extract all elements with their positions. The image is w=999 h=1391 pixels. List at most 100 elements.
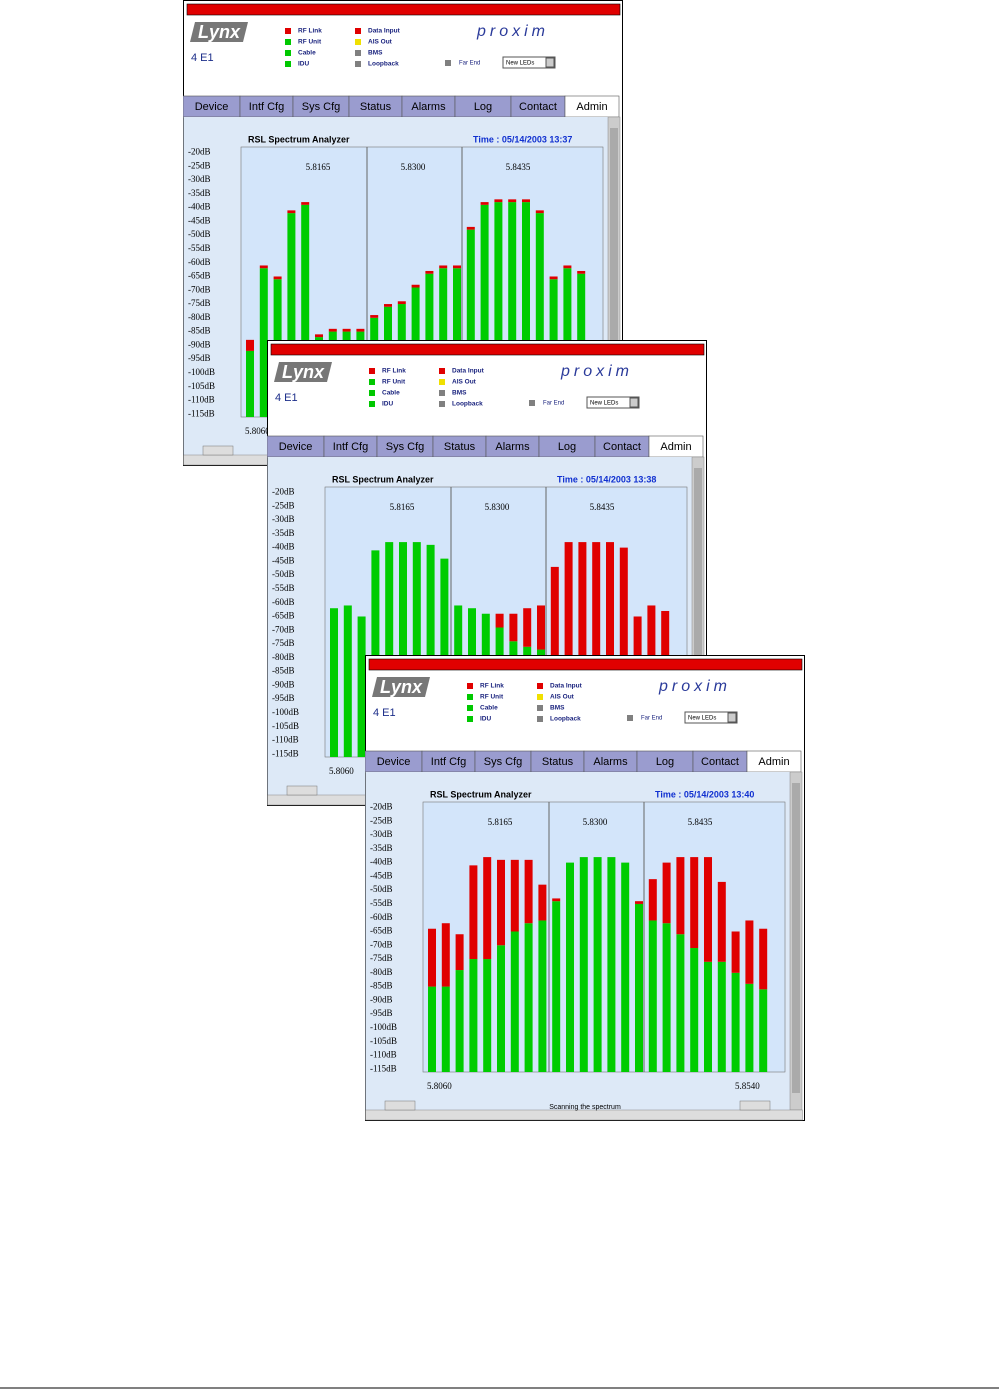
y-tick-label: -65dB [370, 926, 393, 936]
rsl-bar [385, 542, 394, 757]
rsl-bar [704, 961, 712, 1072]
select-box[interactable] [502, 56, 556, 69]
led [285, 39, 291, 45]
led-label: Loopback [368, 61, 399, 68]
led [285, 61, 291, 67]
v-scroll-thumb[interactable] [610, 128, 618, 438]
select-arrow[interactable] [727, 712, 737, 723]
y-tick-label: -25dB [188, 160, 211, 170]
peak-bar [273, 276, 282, 280]
far-end-led [627, 715, 633, 721]
band-label: 5.8435 [688, 817, 713, 827]
select-text[interactable]: New LEDs [506, 61, 534, 67]
led-label: AIS Out [368, 39, 393, 46]
tab-label[interactable]: Device [377, 756, 411, 768]
tab-label[interactable]: Status [360, 101, 392, 113]
peak-bar [661, 610, 670, 675]
peak-bar [480, 202, 489, 205]
tab-label[interactable]: Device [195, 101, 229, 113]
led [467, 716, 473, 722]
x-start-label: 5.8060 [329, 766, 354, 776]
brand: Lynx [198, 22, 241, 42]
v-scroll-thumb[interactable] [792, 783, 800, 1093]
select-text[interactable]: New LEDs [688, 716, 716, 722]
led [467, 694, 473, 700]
v-scroll-thumb[interactable] [694, 468, 702, 778]
y-tick-label: -115dB [370, 1063, 397, 1073]
y-tick-label: -55dB [188, 243, 211, 253]
y-tick-label: -35dB [370, 843, 393, 853]
peak-bar [509, 613, 518, 642]
tab-label[interactable]: Admin [758, 756, 789, 768]
tab-label[interactable]: Log [474, 101, 492, 113]
peak-bar [592, 542, 601, 700]
model: 4 E1 [373, 707, 396, 719]
led [439, 401, 445, 407]
tab-label[interactable]: Sys Cfg [386, 441, 425, 453]
tab-label[interactable]: Alarms [495, 441, 530, 453]
tab-label[interactable]: Admin [660, 441, 691, 453]
tab-label[interactable]: Contact [519, 101, 557, 113]
select-text[interactable]: New LEDs [590, 401, 618, 407]
button[interactable] [202, 445, 234, 456]
tab-label[interactable]: Status [542, 756, 574, 768]
tab-label[interactable]: Sys Cfg [302, 101, 341, 113]
peak-bar [619, 547, 628, 686]
tab-label[interactable]: Intf Cfg [333, 441, 368, 453]
x-start-label: 5.8060 [427, 1081, 452, 1091]
band-label: 5.8435 [506, 162, 531, 172]
y-tick-label: -35dB [272, 528, 295, 538]
peak-bar [717, 881, 726, 962]
peak-bar [259, 265, 268, 269]
led [369, 368, 375, 374]
y-tick-label: -60dB [272, 597, 295, 607]
y-tick-label: -75dB [370, 953, 393, 963]
rsl-bar [759, 989, 768, 1072]
far-end-label: Far End [543, 401, 564, 407]
select-arrow[interactable] [545, 57, 555, 68]
status-text: Scanning the spectrum [549, 1104, 621, 1111]
tab-label[interactable]: Log [558, 441, 576, 453]
tab-label[interactable]: Sys Cfg [484, 756, 523, 768]
tab-label[interactable]: Intf Cfg [431, 756, 466, 768]
button[interactable] [286, 785, 318, 796]
tab-label[interactable]: Alarms [593, 756, 628, 768]
y-tick-label: -95dB [188, 353, 211, 363]
rsl-bar [466, 229, 475, 417]
tab-label[interactable]: Contact [701, 756, 739, 768]
y-tick-label: -40dB [188, 202, 211, 212]
h-scrollbar[interactable] [365, 1109, 803, 1121]
far-end-led [445, 60, 451, 66]
y-tick-label: -65dB [272, 611, 295, 621]
y-tick-label: -30dB [188, 174, 211, 184]
peak-bar [745, 920, 754, 984]
select-arrow[interactable] [629, 397, 639, 408]
select-box[interactable] [586, 396, 640, 409]
y-tick-label: -70dB [188, 284, 211, 294]
rsl-bar [538, 920, 547, 1072]
tab-label[interactable]: Device [279, 441, 313, 453]
tab-label[interactable]: Status [444, 441, 476, 453]
tab-label[interactable]: Intf Cfg [249, 101, 284, 113]
tab-label[interactable]: Log [656, 756, 674, 768]
logo-badge [372, 677, 430, 697]
far-end-led [529, 400, 535, 406]
chart-title: RSL Spectrum Analyzer [248, 134, 350, 144]
tab-label[interactable]: Contact [603, 441, 641, 453]
led-label: BMS [368, 50, 383, 57]
button[interactable] [739, 1100, 771, 1111]
select-box[interactable] [684, 711, 738, 724]
y-tick-label: -100dB [370, 1022, 397, 1032]
button[interactable] [384, 1100, 416, 1111]
y-tick-label: -105dB [188, 381, 215, 391]
tab-label[interactable]: Admin [576, 101, 607, 113]
band-label: 5.8165 [390, 502, 415, 512]
vendor-logo: proxim [658, 678, 731, 695]
y-tick-label: -25dB [370, 815, 393, 825]
peak-bar [537, 605, 545, 650]
led [285, 28, 291, 34]
y-tick-label: -65dB [188, 271, 211, 281]
tab-label[interactable]: Alarms [411, 101, 446, 113]
led [355, 28, 361, 34]
peak-bar [524, 859, 533, 924]
